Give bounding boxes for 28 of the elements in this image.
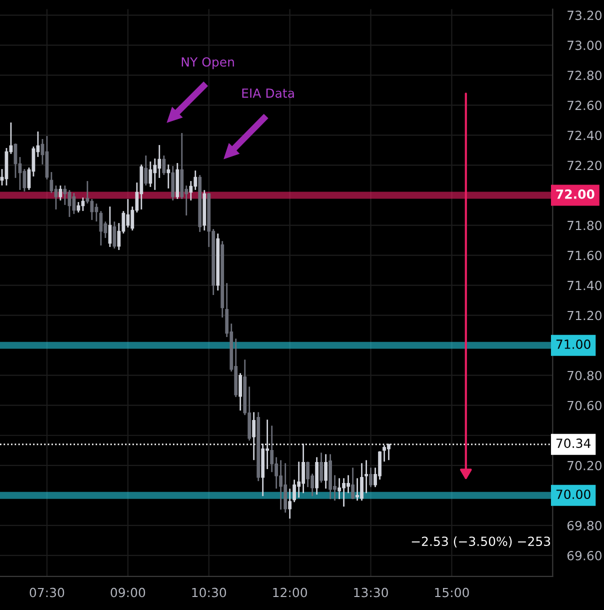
- x-tick-label: 09:00: [110, 588, 146, 598]
- y-tick-label: 70.80: [568, 370, 602, 380]
- ref-line-label: 71.00: [556, 340, 590, 349]
- ref-line-label: 72.00: [556, 189, 594, 199]
- y-tick-label: 73.20: [568, 10, 602, 20]
- ref-line-label: 70.34: [556, 438, 591, 448]
- y-tick-label: 72.20: [568, 160, 602, 170]
- annotation: NY Open: [182, 57, 234, 70]
- y-tick-label: 71.60: [568, 250, 602, 260]
- y-tick-label: 71.40: [568, 280, 602, 290]
- y-tick-label: 70.60: [568, 400, 602, 410]
- x-tick-label: 10:30: [192, 588, 226, 598]
- y-tick-label: 73.00: [568, 40, 602, 50]
- ref-line-label: 70.00: [556, 490, 590, 500]
- x-tick-label: 12:00: [273, 588, 308, 598]
- y-tick-label: 71.20: [568, 310, 602, 320]
- annotation: −2.53 (−3.50%) −253: [412, 536, 550, 548]
- x-tick-label: 13:30: [354, 588, 388, 598]
- annotation: EIA Data: [242, 88, 294, 98]
- y-tick-label: 70.20: [568, 460, 602, 470]
- x-tick-label: 07:30: [30, 588, 64, 598]
- x-tick-label: 15:00: [435, 588, 469, 598]
- y-tick-label: 72.80: [568, 70, 602, 80]
- y-tick-label: 69.80: [567, 520, 602, 530]
- y-tick-label: 69.60: [567, 550, 602, 560]
- y-tick-label: 72.60: [568, 100, 602, 110]
- y-tick-label: 71.80: [568, 220, 602, 230]
- y-tick-label: 72.40: [568, 130, 602, 140]
